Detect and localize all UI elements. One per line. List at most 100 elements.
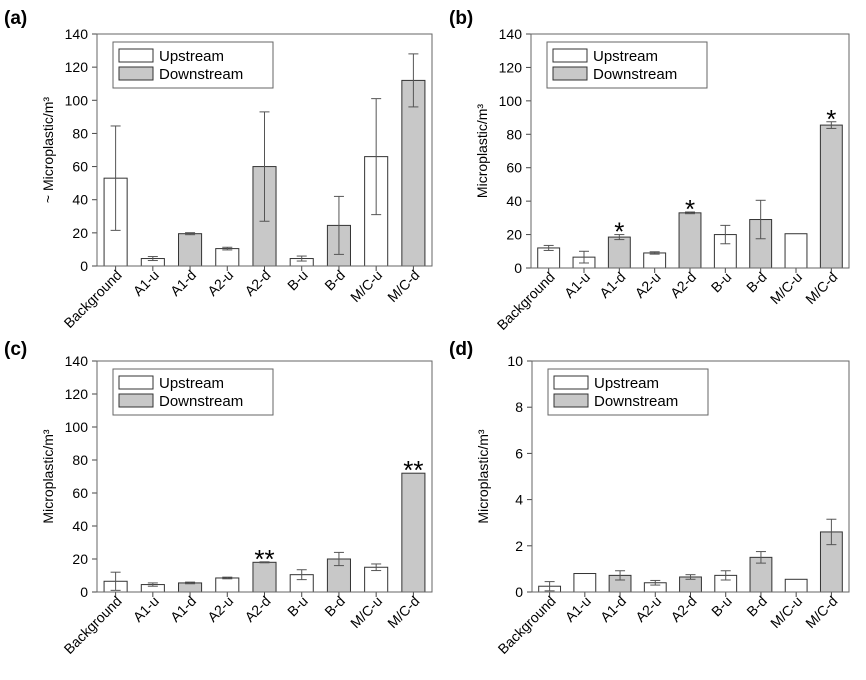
x-tick-label: Background (495, 593, 559, 657)
x-tick-label: B-u (284, 593, 311, 620)
y-tick-label: 100 (499, 93, 523, 109)
legend-swatch-downstream (552, 66, 588, 81)
panel-label: (a) (4, 8, 27, 29)
significance-mark: * (685, 194, 695, 224)
x-tick-label: Background (494, 269, 558, 333)
y-tick-label: 2 (515, 538, 523, 554)
legend-label-downstream: Downstream (159, 393, 243, 410)
x-tick-label: A1-d (597, 593, 629, 625)
y-tick-label: 100 (65, 92, 89, 108)
y-tick-label: 8 (515, 399, 523, 415)
y-tick-label: 120 (499, 59, 523, 75)
bar-A1-d (178, 233, 203, 267)
bar-A1-d (178, 582, 203, 593)
legend-swatch-downstream (553, 393, 589, 408)
y-tick-label: 80 (72, 452, 88, 468)
y-axis-title: Microplastic/m³ (474, 104, 490, 198)
plot-frame (531, 360, 850, 593)
panel-3: (c) Microplastic/m³ 0 20 40 60 80 100 120 140 Back… (4, 339, 433, 657)
legend-swatch-upstream (552, 48, 588, 63)
x-tick-label: A2-u (632, 269, 664, 301)
significance-mark: * (614, 217, 624, 247)
y-tick-label: 120 (65, 59, 89, 75)
y-tick-label: 20 (72, 551, 88, 567)
y-tick-label: 80 (506, 126, 522, 142)
bar-M/C-u (784, 233, 808, 269)
bar-M/C-d (401, 79, 426, 267)
y-tick-label: 10 (507, 353, 523, 369)
x-tick-label: A1-u (562, 593, 594, 625)
plot-frame (96, 33, 433, 267)
x-tick-label: M/C-d (802, 269, 840, 307)
y-tick-label: 6 (515, 445, 523, 461)
x-tick-label: B-d (321, 267, 348, 294)
y-tick-label: 40 (72, 192, 88, 208)
x-tick-label: A1-d (167, 593, 199, 625)
legend-label-upstream: Upstream (593, 48, 658, 65)
bar-M/C-d (401, 472, 426, 593)
x-tick-label: A2-u (204, 593, 236, 625)
bar-Background (537, 247, 561, 269)
bar-M/C-d (819, 124, 843, 269)
x-tick-label: A1-u (561, 269, 593, 301)
significance-mark: ** (403, 455, 423, 485)
x-tick-label: B-u (284, 267, 311, 294)
x-tick-label: B-d (743, 269, 770, 296)
legend-swatch-upstream (118, 375, 154, 390)
plot-frame (530, 33, 850, 269)
x-tick-label: B-d (743, 593, 770, 620)
x-tick-label: A1-u (130, 267, 162, 299)
significance-mark: * (826, 104, 836, 134)
significance-mark: ** (254, 544, 274, 574)
x-tick-label: Background (61, 267, 125, 331)
x-tick-label: A2-d (241, 267, 273, 299)
y-tick-label: 40 (506, 193, 522, 209)
y-tick-label: 20 (506, 227, 522, 243)
legend-swatch-downstream (118, 393, 154, 408)
y-tick-label: 140 (65, 353, 89, 369)
y-tick-label: 80 (72, 125, 88, 141)
bar-A2-u (643, 252, 667, 269)
bar-M/C-u (784, 578, 808, 593)
bar-A2-u (215, 577, 240, 593)
legend-label-downstream: Downstream (593, 66, 677, 83)
y-tick-label: 100 (65, 419, 89, 435)
x-tick-label: M/C-u (347, 593, 385, 631)
legend-swatch-downstream (118, 66, 154, 81)
y-tick-label: 140 (65, 26, 89, 42)
y-axis-title: Microplastic/m³ (40, 429, 56, 523)
y-tick-label: 0 (515, 584, 523, 600)
x-tick-label: B-u (708, 269, 735, 296)
x-tick-label: M/C-u (347, 267, 385, 305)
x-tick-label: A1-u (130, 593, 162, 625)
x-tick-label: M/C-d (384, 267, 422, 305)
panel-label: (c) (4, 339, 27, 360)
y-axis-title: Microplastic/m³ (475, 429, 491, 523)
legend-label-downstream: Downstream (159, 66, 243, 83)
bar-A1-u (573, 573, 597, 593)
panel-label: (d) (449, 339, 473, 360)
y-tick-label: 4 (515, 492, 523, 508)
panel-label: (b) (449, 8, 473, 29)
y-axis-title: ~ Microplastic/m³ (40, 97, 56, 204)
x-tick-label: A2-u (632, 593, 664, 625)
legend-label-upstream: Upstream (159, 48, 224, 65)
bar-A2-u (215, 248, 240, 267)
y-tick-label: 0 (80, 584, 88, 600)
y-tick-label: 120 (65, 386, 89, 402)
x-tick-label: A2-d (667, 593, 699, 625)
panel-2: (b) Microplastic/m³ 0 20 40 60 80 100 120 140 Back… (449, 8, 850, 333)
x-tick-label: M/C-u (767, 593, 805, 631)
x-tick-label: M/C-d (384, 593, 422, 631)
x-tick-label: A2-d (667, 269, 699, 301)
y-tick-label: 0 (514, 260, 522, 276)
y-tick-label: 60 (72, 159, 88, 175)
x-tick-label: M/C-d (802, 593, 840, 631)
y-tick-label: 140 (499, 26, 523, 42)
x-tick-label: Background (61, 593, 125, 657)
